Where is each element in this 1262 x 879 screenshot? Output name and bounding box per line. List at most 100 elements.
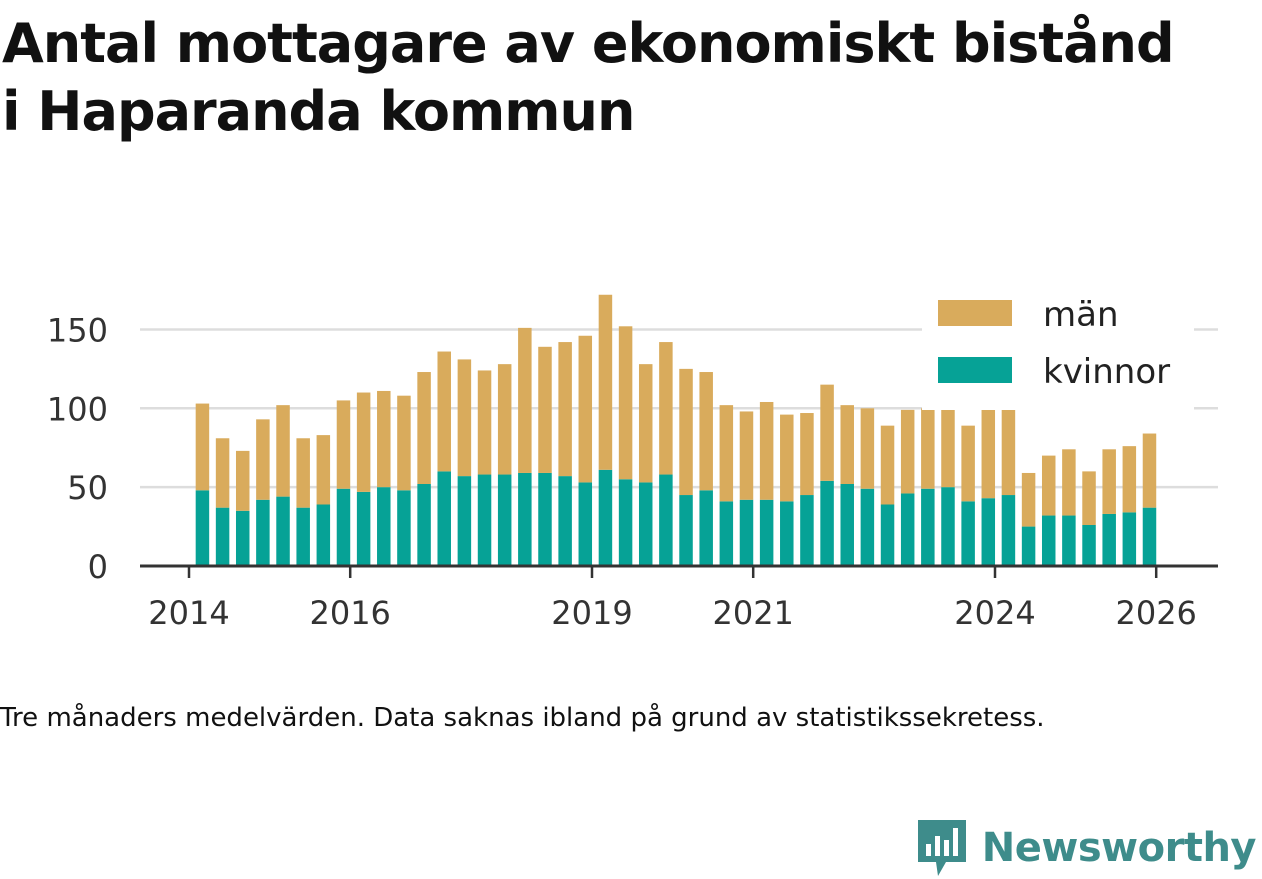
- bar-kvinnor: [679, 495, 693, 566]
- bar-man: [538, 347, 552, 473]
- bar-man: [982, 408, 996, 498]
- bar-man: [881, 426, 895, 505]
- newsworthy-logo[interactable]: Newsworthy: [916, 818, 1256, 878]
- bar-kvinnor: [579, 482, 593, 566]
- legend-label-kvinnor: kvinnor: [1043, 352, 1170, 392]
- bar-kvinnor: [276, 497, 290, 566]
- bar-kvinnor: [417, 484, 431, 566]
- bar-man: [498, 364, 512, 474]
- bar-kvinnor: [1062, 516, 1076, 566]
- newsworthy-logo-icon: [916, 818, 968, 878]
- chart: 0 50 100 150 2014 2016 2019 2021 2024 2026 män kv…: [0, 0, 1262, 690]
- bar-kvinnor: [740, 500, 754, 566]
- bar-kvinnor: [317, 504, 331, 566]
- bar-kvinnor: [1143, 508, 1157, 566]
- bar-kvinnor: [961, 501, 975, 566]
- bar-man: [196, 404, 210, 491]
- bar-man: [1022, 473, 1035, 527]
- bar-kvinnor: [458, 476, 472, 566]
- bar-man: [458, 359, 472, 476]
- bar-kvinnor: [478, 475, 492, 566]
- bar-man: [619, 326, 633, 479]
- x-tick-label: 2024: [954, 594, 1035, 632]
- bar-man: [236, 451, 250, 511]
- bar-man: [760, 402, 774, 500]
- bar-kvinnor: [558, 476, 572, 566]
- bar-man: [337, 400, 351, 488]
- bar-man: [800, 413, 814, 495]
- bar-kvinnor: [941, 487, 955, 566]
- bar-kvinnor: [861, 489, 875, 566]
- bar-man: [256, 419, 270, 499]
- bar-kvinnor: [1123, 512, 1137, 566]
- bar-kvinnor: [1002, 495, 1016, 566]
- bar-man: [317, 435, 331, 504]
- bar-man: [417, 372, 431, 484]
- bar-kvinnor: [780, 501, 794, 566]
- bar-kvinnor: [659, 475, 673, 566]
- bar-man: [820, 385, 834, 481]
- bar-kvinnor: [881, 504, 895, 566]
- bar-kvinnor: [639, 482, 653, 566]
- bar-kvinnor: [337, 489, 351, 566]
- bar-man: [861, 408, 875, 488]
- bar-man: [276, 405, 290, 496]
- bar-kvinnor: [599, 470, 613, 566]
- bar-man: [699, 372, 713, 490]
- bar-kvinnor: [720, 501, 734, 566]
- bar-man: [377, 391, 391, 487]
- bar-kvinnor: [216, 508, 230, 566]
- bar-man: [437, 352, 451, 472]
- x-tick-label: 2016: [309, 594, 390, 632]
- legend-label-man: män: [1043, 295, 1119, 335]
- bar-kvinnor: [196, 490, 210, 566]
- bar-man: [599, 295, 613, 470]
- caption: Tre månaders medelvärden. Data saknas ib…: [0, 703, 1045, 733]
- bar-kvinnor: [236, 511, 250, 566]
- y-tick-label: 50: [67, 469, 108, 507]
- bar-man: [1102, 449, 1116, 514]
- bar-man: [740, 411, 754, 499]
- y-tick-label: 0: [88, 548, 108, 586]
- bar-kvinnor: [518, 473, 532, 566]
- bar-man: [478, 370, 492, 474]
- bar-kvinnor: [296, 508, 310, 566]
- bar-man: [659, 342, 673, 474]
- bar-kvinnor: [1042, 516, 1056, 566]
- bar-man: [1042, 456, 1056, 516]
- legend-swatch-kvinnor: [938, 357, 1012, 383]
- bar-kvinnor: [1022, 527, 1035, 566]
- y-tick-label: 100: [47, 390, 108, 428]
- legend: män kvinnor: [922, 292, 1194, 410]
- x-tick-label: 2021: [712, 594, 793, 632]
- legend-swatch-man: [938, 300, 1012, 326]
- x-tick-label: 2014: [148, 594, 229, 632]
- bar-man: [720, 405, 734, 501]
- bar-kvinnor: [437, 471, 451, 566]
- x-tick-label: 2019: [551, 594, 632, 632]
- bar-kvinnor: [760, 500, 774, 566]
- bar-kvinnor: [377, 487, 391, 566]
- x-tick-label: 2026: [1115, 594, 1196, 632]
- bar-man: [639, 364, 653, 482]
- bar-man: [1123, 446, 1137, 512]
- bar-kvinnor: [840, 484, 854, 566]
- bar-man: [1062, 449, 1076, 515]
- bar-kvinnor: [921, 489, 935, 566]
- bar-kvinnor: [699, 490, 713, 566]
- bar-man: [397, 396, 411, 491]
- bar-man: [679, 369, 693, 495]
- bar-kvinnor: [498, 475, 512, 566]
- bar-man: [1082, 471, 1096, 525]
- bar-man: [921, 408, 935, 488]
- bar-man: [1143, 434, 1157, 508]
- bar-man: [1002, 400, 1016, 495]
- bar-kvinnor: [1082, 525, 1096, 566]
- bar-man: [216, 438, 230, 507]
- bar-kvinnor: [901, 493, 915, 566]
- bar-kvinnor: [1102, 514, 1116, 566]
- bar-man: [296, 438, 310, 507]
- bar-man: [941, 408, 955, 487]
- bar-kvinnor: [397, 490, 411, 566]
- bar-man: [961, 426, 975, 502]
